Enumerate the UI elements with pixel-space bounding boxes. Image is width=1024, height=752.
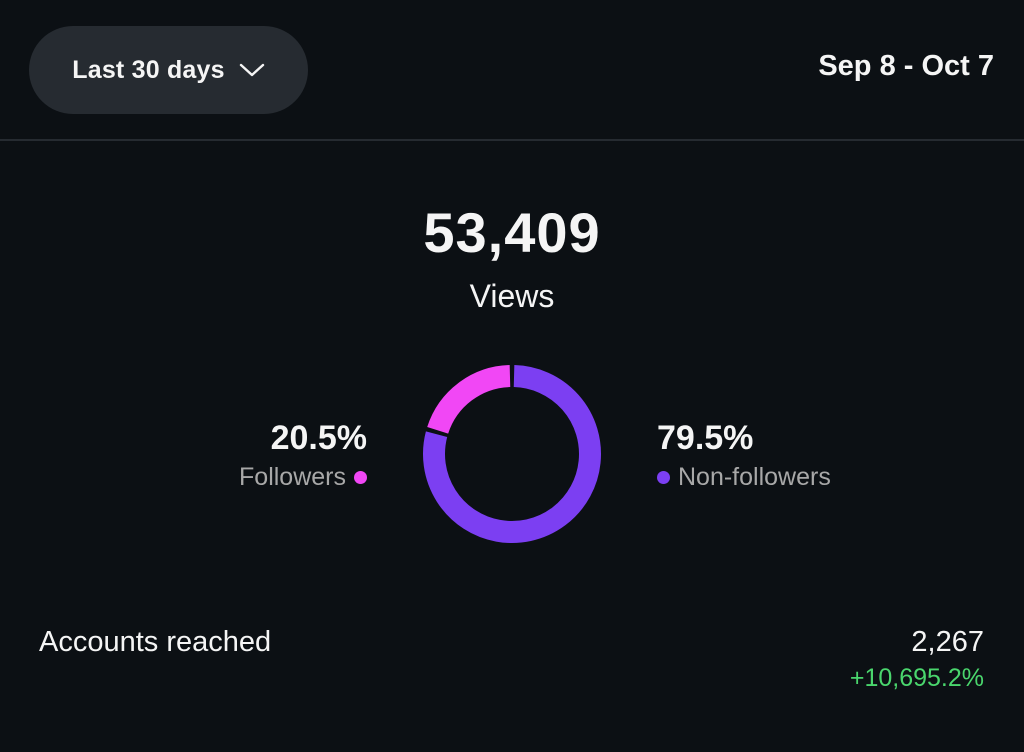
non-followers-stat: 79.5% Non-followers: [657, 418, 831, 492]
non-followers-legend: Non-followers: [657, 462, 831, 492]
audience-donut-chart: [423, 365, 601, 543]
divider: [0, 139, 1024, 141]
non-followers-percent: 79.5%: [657, 419, 754, 457]
accounts-reached-label: Accounts reached: [39, 626, 272, 658]
date-range: Sep 8 - Oct 7: [818, 50, 994, 82]
followers-legend: Followers: [239, 462, 367, 492]
period-label: Last 30 days: [72, 55, 225, 84]
followers-arc: [427, 365, 511, 435]
period-dropdown-button[interactable]: Last 30 days: [29, 26, 308, 114]
followers-stat: 20.5% Followers: [239, 418, 367, 492]
followers-percent: 20.5%: [270, 419, 367, 457]
followers-label: Followers: [239, 463, 346, 491]
views-label: Views: [469, 278, 555, 314]
chevron-down-icon: [239, 63, 264, 77]
followers-dot: [354, 470, 367, 484]
views-count: 53,409: [423, 201, 601, 264]
non-followers-dot: [657, 470, 670, 484]
accounts-reached-value: 2,267: [911, 626, 984, 658]
non-followers-label: Non-followers: [678, 463, 831, 491]
non-followers-arc: [423, 365, 601, 543]
accounts-reached-change: +10,695.2%: [849, 664, 984, 692]
